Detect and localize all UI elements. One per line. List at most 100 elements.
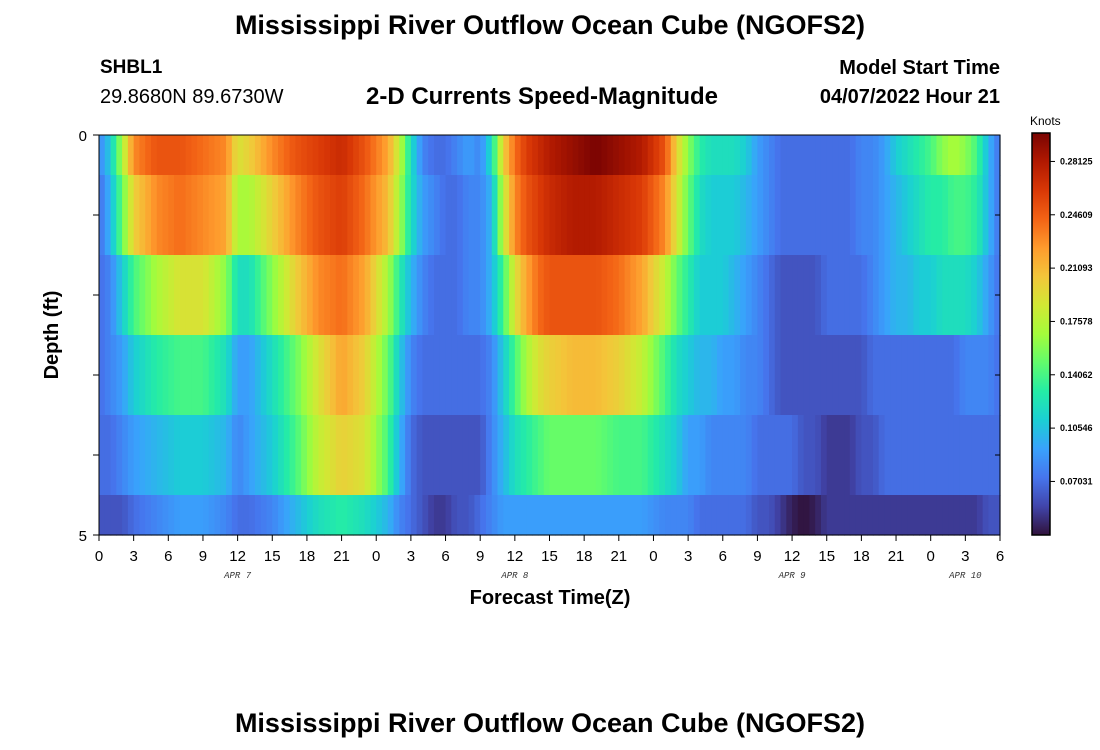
heatmap-cell: [191, 135, 198, 176]
heatmap-cell: [861, 255, 868, 336]
heatmap-cell: [226, 495, 233, 536]
heatmap-cell: [751, 175, 759, 256]
heatmap-cell: [537, 495, 545, 536]
heatmap-cell: [665, 495, 672, 536]
heatmap-cell: [988, 415, 995, 496]
heatmap-cell: [844, 415, 851, 496]
station-id: SHBL1: [100, 57, 163, 78]
heatmap-cell: [722, 255, 730, 336]
heatmap-cell: [711, 135, 718, 176]
heatmap-cell: [156, 335, 164, 416]
heatmap-cell: [278, 335, 285, 416]
heatmap-cell: [589, 415, 597, 496]
heatmap-cell: [162, 175, 169, 256]
heatmap-cell: [156, 415, 164, 496]
heatmap-cell: [688, 255, 695, 336]
heatmap-cell: [896, 135, 903, 176]
heatmap-cell: [780, 135, 787, 176]
heatmap-cell: [948, 135, 955, 176]
heatmap-cell: [618, 335, 626, 416]
heatmap-cell: [537, 415, 545, 496]
heatmap-cell: [301, 175, 308, 256]
heatmap-cell: [803, 255, 811, 336]
heatmap-cell: [150, 175, 158, 256]
heatmap-cell: [763, 255, 770, 336]
heatmap-cell: [722, 135, 730, 176]
heatmap-cell: [387, 335, 395, 416]
heatmap-cell: [433, 335, 441, 416]
heatmap-cell: [266, 495, 273, 536]
heatmap-cell: [543, 255, 551, 336]
heatmap-cell: [358, 175, 366, 256]
heatmap-cell: [543, 415, 551, 496]
heatmap-cell: [555, 135, 562, 176]
heatmap-cell: [243, 175, 250, 256]
heatmap-cell: [913, 135, 920, 176]
heatmap-cell: [763, 175, 770, 256]
heatmap-cell: [416, 255, 424, 336]
heatmap-cell: [792, 335, 799, 416]
heatmap-cell: [942, 335, 949, 416]
heatmap-cell: [382, 135, 389, 176]
heatmap-cell: [162, 335, 169, 416]
heatmap-cell: [659, 135, 666, 176]
heatmap-cell: [716, 175, 724, 256]
heatmap-cell: [514, 415, 522, 496]
heatmap-cell: [832, 175, 839, 256]
heatmap-cell: [936, 135, 943, 176]
heatmap-cell: [786, 495, 793, 536]
date-label: APR 8: [500, 571, 529, 581]
heatmap-cell: [99, 255, 106, 336]
heatmap-cell: [774, 175, 782, 256]
heatmap-cell: [861, 415, 868, 496]
heatmap-cell: [907, 495, 914, 536]
heatmap-cell: [127, 415, 135, 496]
heatmap-cell: [127, 175, 135, 256]
heatmap-cell: [872, 495, 880, 536]
heatmap-cell: [226, 135, 233, 176]
heatmap-cell: [214, 175, 221, 256]
heatmap-cell: [722, 495, 730, 536]
heatmap-cell: [468, 175, 476, 256]
heatmap-cell: [740, 415, 747, 496]
heatmap-cell: [243, 135, 250, 176]
colorbar-unit: Knots: [1030, 114, 1061, 128]
heatmap-cell: [589, 175, 597, 256]
heatmap-cell: [139, 255, 146, 336]
heatmap-cell: [133, 335, 141, 416]
heatmap-cell: [104, 135, 112, 176]
heatmap-cell: [231, 495, 239, 536]
heatmap-cell: [844, 135, 851, 176]
heatmap-cell: [988, 255, 995, 336]
heatmap-cell: [122, 335, 129, 416]
heatmap-cell: [509, 255, 516, 336]
heatmap-cell: [716, 255, 724, 336]
heatmap-cell: [676, 175, 683, 256]
heatmap-cell: [509, 335, 516, 416]
heatmap-cell: [641, 495, 649, 536]
heatmap-cell: [555, 495, 562, 536]
heatmap-cell: [578, 135, 585, 176]
heatmap-cell: [792, 175, 799, 256]
heatmap-cell: [797, 495, 805, 536]
heatmap-cell: [335, 135, 343, 176]
heatmap-cell: [110, 415, 117, 496]
x-tick-label: 6: [719, 548, 727, 565]
heatmap-cell: [226, 335, 233, 416]
heatmap-cell: [994, 135, 1001, 176]
x-tick-label: 6: [996, 548, 1004, 565]
heatmap-cell: [289, 415, 296, 496]
heatmap-cell: [728, 415, 735, 496]
heatmap-cell: [792, 135, 799, 176]
heatmap-cell: [924, 335, 932, 416]
heatmap-cell: [416, 135, 424, 176]
heatmap-cell: [370, 415, 377, 496]
heatmap-cell: [601, 135, 608, 176]
heatmap-cell: [613, 255, 620, 336]
heatmap-cell: [283, 495, 291, 536]
heatmap-cell: [272, 335, 279, 416]
heatmap-cell: [757, 335, 764, 416]
heatmap-cell: [832, 495, 839, 536]
heatmap-cell: [295, 135, 302, 176]
heatmap-cell: [509, 495, 516, 536]
